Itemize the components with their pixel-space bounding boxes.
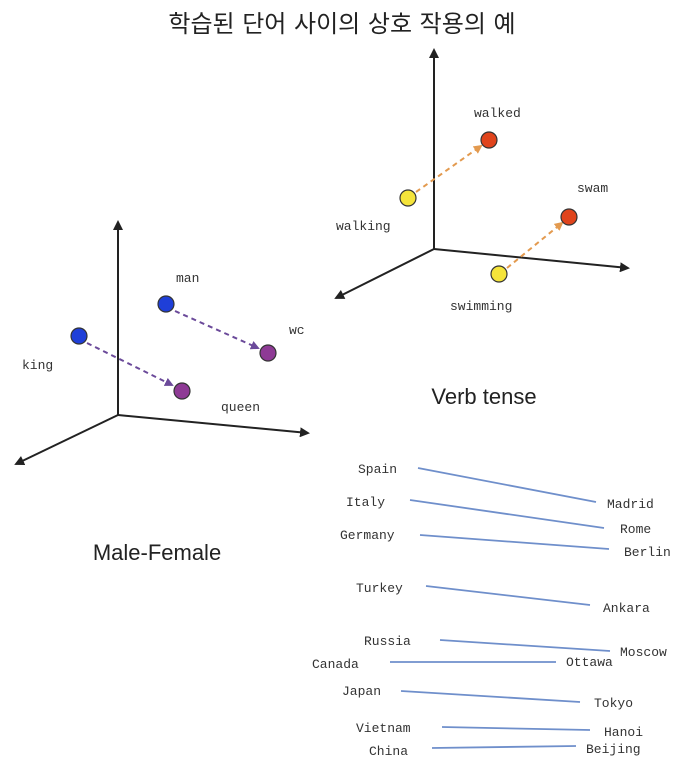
king-point — [70, 327, 88, 345]
woman-label: wc — [289, 323, 305, 338]
italy-rome-line — [409, 499, 605, 529]
swimming-label: swimming — [450, 299, 512, 314]
vt-x-axis — [433, 248, 630, 273]
germany-berlin-line — [419, 534, 610, 550]
page-title: 학습된 단어 사이의 상호 작용의 예 — [168, 10, 515, 38]
walking-point — [399, 189, 417, 207]
mf-z-axis — [14, 414, 119, 466]
country-label-russia: Russia — [364, 634, 411, 649]
male-female-caption: Male-Female — [93, 540, 221, 565]
vt-z-axis — [334, 248, 435, 299]
vietnam-hanoi-line — [441, 726, 591, 731]
walked-label: walked — [474, 106, 521, 121]
capital-label-beijing: Beijing — [586, 742, 641, 757]
verb-tense-panel: walked walking swam swimming Verb tense — [334, 48, 630, 409]
country-label-china: China — [369, 744, 408, 759]
country-capital-panel: Spain Madrid Italy Rome Germany Berlin T… — [312, 462, 671, 759]
queen-point — [173, 382, 191, 400]
capital-label-ottawa: Ottawa — [566, 655, 613, 670]
mf-x-axis — [117, 414, 310, 438]
verb-tense-caption: Verb tense — [431, 384, 536, 409]
russia-moscow-line — [439, 639, 611, 652]
swimming-to-swam-arrow — [506, 221, 564, 269]
woman-point — [259, 344, 277, 362]
capital-label-madrid: Madrid — [607, 497, 654, 512]
man-point — [157, 295, 175, 313]
walking-label: walking — [336, 219, 391, 234]
country-label-vietnam: Vietnam — [356, 721, 411, 736]
capital-label-hanoi: Hanoi — [604, 725, 643, 740]
walked-point — [480, 131, 498, 149]
country-label-spain: Spain — [358, 462, 397, 477]
capital-label-berlin: Berlin — [624, 545, 671, 560]
country-label-turkey: Turkey — [356, 581, 403, 596]
country-label-canada: Canada — [312, 657, 359, 672]
swam-point — [560, 208, 578, 226]
swam-label: swam — [577, 181, 608, 196]
king-to-queen-arrow — [86, 342, 174, 386]
turkey-ankara-line — [425, 585, 591, 606]
man-to-woman-arrow — [174, 310, 260, 350]
country-label-germany: Germany — [340, 528, 395, 543]
male-female-panel: man wc king queen Male-Female — [14, 220, 310, 565]
china-beijing-line — [431, 745, 577, 749]
capital-label-ankara: Ankara — [603, 601, 650, 616]
spain-madrid-line — [417, 467, 597, 503]
japan-tokyo-line — [400, 690, 581, 703]
man-label: man — [176, 271, 199, 286]
capital-label-rome: Rome — [620, 522, 651, 537]
swimming-point — [490, 265, 508, 283]
walking-to-walked-arrow — [415, 144, 483, 193]
country-label-japan: Japan — [342, 684, 381, 699]
country-label-italy: Italy — [346, 495, 385, 510]
capital-label-tokyo: Tokyo — [594, 696, 633, 711]
king-label: king — [22, 358, 53, 373]
queen-label: queen — [221, 400, 260, 415]
capital-label-moscow: Moscow — [620, 645, 667, 660]
